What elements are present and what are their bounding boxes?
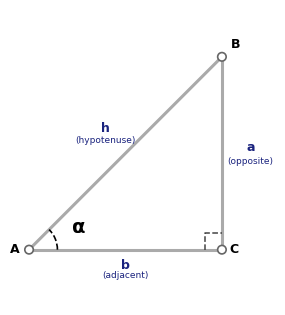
Text: (adjacent): (adjacent) bbox=[102, 271, 149, 280]
Text: (hypotenuse): (hypotenuse) bbox=[75, 136, 136, 145]
Text: b: b bbox=[121, 259, 130, 272]
Circle shape bbox=[25, 245, 33, 254]
Text: a: a bbox=[246, 141, 255, 154]
Text: C: C bbox=[229, 243, 238, 256]
Text: α: α bbox=[72, 218, 86, 237]
Text: A: A bbox=[9, 243, 19, 256]
Circle shape bbox=[218, 53, 226, 61]
Circle shape bbox=[218, 245, 226, 254]
Text: B: B bbox=[230, 38, 240, 51]
Text: h: h bbox=[101, 123, 110, 135]
Text: (opposite): (opposite) bbox=[227, 157, 273, 166]
